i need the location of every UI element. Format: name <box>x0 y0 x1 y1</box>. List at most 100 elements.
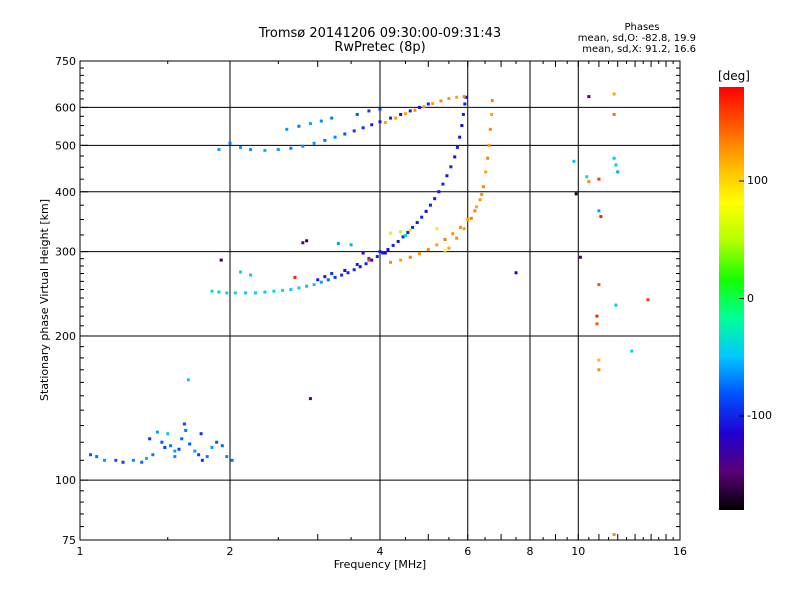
data-point <box>340 273 344 277</box>
data-point <box>595 314 599 318</box>
data-point <box>343 268 347 272</box>
data-point <box>572 159 576 163</box>
data-point <box>276 148 280 152</box>
data-point <box>396 239 400 243</box>
data-point <box>408 255 412 259</box>
data-point <box>239 270 243 274</box>
data-point <box>597 358 601 362</box>
data-point <box>121 460 125 464</box>
y-tick-label: 750 <box>55 55 76 68</box>
data-point <box>484 170 488 174</box>
data-point <box>358 265 362 269</box>
data-point <box>403 234 407 238</box>
data-point <box>451 232 455 236</box>
data-point <box>406 230 410 234</box>
data-point <box>305 284 309 288</box>
data-point <box>399 258 403 262</box>
data-point <box>431 102 435 106</box>
data-point <box>225 455 229 459</box>
data-point <box>481 185 485 189</box>
data-point <box>389 116 393 120</box>
data-point <box>180 437 184 441</box>
data-point <box>355 112 359 116</box>
data-point <box>145 456 149 460</box>
data-point <box>173 455 177 459</box>
data-point <box>323 275 327 279</box>
data-point <box>473 209 477 213</box>
data-point <box>336 241 340 245</box>
data-point <box>630 349 634 353</box>
y-tick-label: 400 <box>55 186 76 199</box>
data-point <box>312 283 316 287</box>
data-point <box>197 453 201 457</box>
x-tick-label: 4 <box>377 545 384 558</box>
data-point <box>367 258 371 262</box>
data-point <box>217 148 221 152</box>
data-point <box>323 138 327 142</box>
data-point <box>186 378 190 382</box>
x-tick-label: 2 <box>227 545 234 558</box>
data-point <box>646 298 650 302</box>
colorbar-tick-label: 100 <box>747 174 768 187</box>
data-point <box>447 246 451 250</box>
data-point <box>394 116 398 120</box>
data-point <box>210 289 214 293</box>
data-point <box>389 231 393 235</box>
data-point <box>177 447 181 451</box>
data-point <box>131 458 135 462</box>
data-point <box>89 453 93 457</box>
grid-lines <box>80 61 680 540</box>
data-point <box>219 258 223 262</box>
data-point <box>490 99 494 103</box>
data-point <box>184 428 188 432</box>
data-point <box>210 445 214 449</box>
data-point <box>205 455 209 459</box>
data-point <box>614 303 618 307</box>
data-point <box>316 278 320 282</box>
data-point <box>330 116 334 120</box>
data-point <box>458 225 462 229</box>
y-tick-label: 300 <box>55 246 76 259</box>
data-point <box>383 121 387 125</box>
data-point <box>148 437 152 441</box>
data-point <box>455 95 459 99</box>
data-point <box>370 258 374 262</box>
data-point <box>435 243 439 247</box>
data-point <box>487 143 491 147</box>
data-point <box>319 280 323 284</box>
data-point <box>439 99 443 103</box>
data-point <box>445 174 449 178</box>
data-point <box>597 209 601 213</box>
x-tick-label: 6 <box>464 545 471 558</box>
data-point <box>612 156 616 160</box>
data-point <box>200 458 204 462</box>
data-point <box>386 248 390 252</box>
data-point <box>408 109 412 113</box>
data-point <box>169 444 173 448</box>
data-point <box>587 180 591 184</box>
data-point <box>597 283 601 287</box>
data-point <box>415 221 419 225</box>
data-point <box>488 127 492 131</box>
data-point <box>441 182 445 186</box>
data-point <box>217 290 221 294</box>
x-axis-label: Frequency [MHz] <box>334 558 426 571</box>
data-point <box>424 209 428 213</box>
data-point <box>449 165 453 169</box>
data-point <box>305 239 309 243</box>
data-point <box>585 175 589 179</box>
data-point <box>289 288 293 292</box>
data-point <box>437 190 441 194</box>
data-point <box>455 145 459 149</box>
data-point <box>375 255 379 259</box>
data-point <box>352 129 356 133</box>
chart-title: Tromsø 20141206 09:30:00-09:31:43 <box>258 26 502 41</box>
data-point <box>514 271 518 275</box>
data-point <box>355 262 359 266</box>
data-point <box>389 260 393 264</box>
data-point <box>464 95 468 99</box>
data-point <box>486 156 490 160</box>
data-point <box>215 440 219 444</box>
data-point <box>475 205 479 209</box>
data-point <box>455 236 459 240</box>
